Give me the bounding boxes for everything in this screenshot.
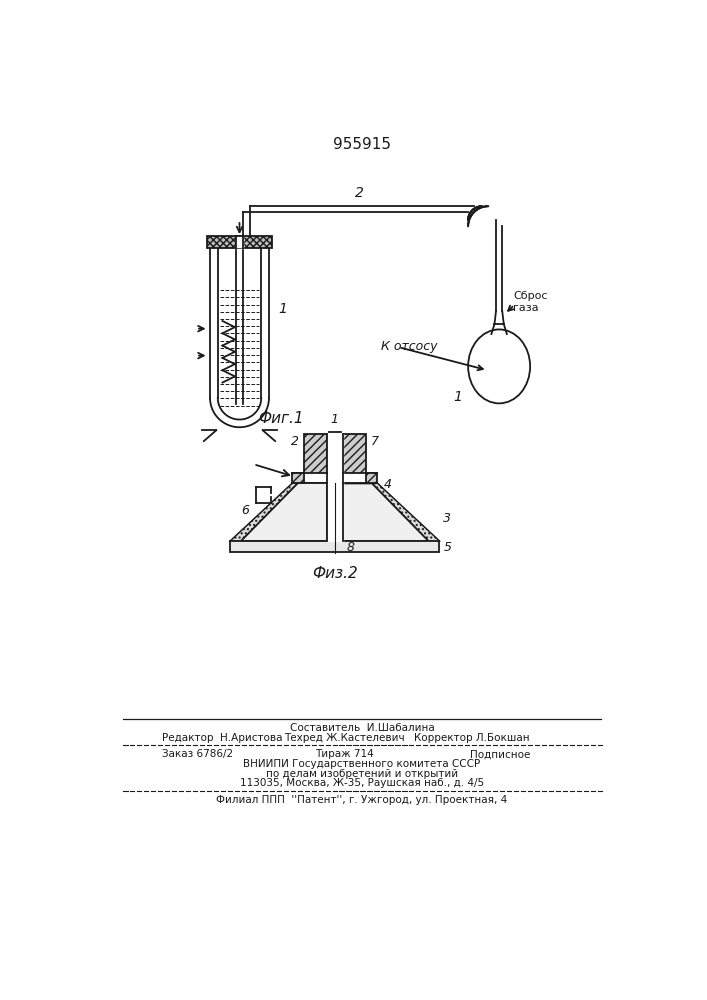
Polygon shape: [366, 473, 378, 483]
Text: 5: 5: [443, 541, 451, 554]
Polygon shape: [343, 434, 366, 473]
Text: 6: 6: [242, 504, 250, 517]
Polygon shape: [372, 483, 440, 541]
Text: 113035, Москва, Ж-35, Раушская наб., д. 4/5: 113035, Москва, Ж-35, Раушская наб., д. …: [240, 778, 484, 788]
Text: Сброс
газа: Сброс газа: [513, 291, 548, 313]
Text: К отсосу: К отсосу: [381, 340, 438, 353]
Polygon shape: [230, 541, 440, 552]
Polygon shape: [343, 483, 428, 541]
Polygon shape: [230, 483, 298, 541]
Text: Составитель  И.Шабалина: Составитель И.Шабалина: [290, 723, 434, 733]
Polygon shape: [292, 473, 304, 483]
Text: 4: 4: [384, 478, 392, 491]
Text: Редактор  Н.Аристова: Редактор Н.Аристова: [162, 733, 283, 743]
Text: 2: 2: [291, 435, 299, 448]
Text: Тираж 714: Тираж 714: [315, 749, 373, 759]
Text: ВНИИПИ Государственного комитета СССР: ВНИИПИ Государственного комитета СССР: [243, 759, 481, 769]
Text: 2: 2: [355, 186, 364, 200]
Text: Физ.2: Физ.2: [312, 566, 358, 581]
Text: Филиал ППП  ''Патент'', г. Ужгород, ул. Проектная, 4: Филиал ППП ''Патент'', г. Ужгород, ул. П…: [216, 795, 508, 805]
Text: Фиг.1: Фиг.1: [258, 411, 303, 426]
Polygon shape: [207, 235, 272, 248]
Text: 1: 1: [453, 390, 462, 404]
Polygon shape: [304, 434, 327, 473]
Text: Техред Ж.Кастелевич: Техред Ж.Кастелевич: [284, 733, 404, 743]
Text: 8: 8: [346, 541, 354, 554]
Text: Подписное: Подписное: [469, 749, 530, 759]
Text: 955915: 955915: [333, 137, 391, 152]
Text: 1: 1: [279, 302, 287, 316]
Text: 7: 7: [370, 435, 378, 448]
Text: Корректор Л.Бокшан: Корректор Л.Бокшан: [414, 733, 530, 743]
Polygon shape: [241, 483, 327, 541]
Text: 1: 1: [331, 413, 339, 426]
Text: по делам изобретений и открытий: по делам изобретений и открытий: [266, 769, 458, 779]
Text: 3: 3: [443, 512, 451, 525]
Text: Заказ 6786/2: Заказ 6786/2: [162, 749, 233, 759]
